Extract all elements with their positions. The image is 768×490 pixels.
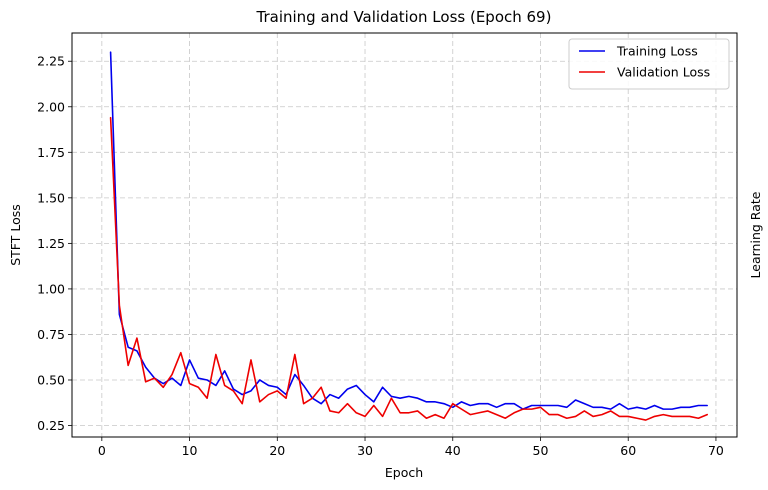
x-tick-label: 40 xyxy=(445,443,461,458)
x-tick-label: 10 xyxy=(182,443,198,458)
y-tick-label: 2.00 xyxy=(37,99,65,114)
y-tick-label: 1.00 xyxy=(37,281,65,296)
x-axis-ticks: 0 10 20 30 40 50 60 70 xyxy=(98,437,724,458)
x-tick-label: 70 xyxy=(708,443,724,458)
x-tick-label: 20 xyxy=(269,443,285,458)
y-tick-label: 1.25 xyxy=(37,236,65,251)
y-tick-label: 1.50 xyxy=(37,190,65,205)
y-axis-ticks: 0.25 0.50 0.75 1.00 1.25 1.50 1.75 2.00 2.25 xyxy=(37,54,72,433)
x-axis-label: Epoch xyxy=(385,465,423,480)
legend-box xyxy=(568,38,730,90)
y-tick-label: 2.25 xyxy=(37,54,65,69)
y-tick-label: 0.50 xyxy=(37,372,65,387)
legend-label-validation-loss: Validation Loss xyxy=(617,65,710,80)
y-tick-label: 1.75 xyxy=(37,145,65,160)
y-axis-label: STFT Loss xyxy=(8,204,23,266)
x-tick-label: 0 xyxy=(98,443,106,458)
series-lines xyxy=(109,51,708,421)
plot-frame xyxy=(71,32,738,438)
y-tick-label: 0.75 xyxy=(37,327,65,342)
series-line-validation-loss xyxy=(109,116,708,421)
legend: Training Loss Validation Loss xyxy=(568,38,730,90)
chart-title: Training and Validation Loss (Epoch 69) xyxy=(256,8,552,26)
y-tick-label: 0.25 xyxy=(37,418,65,433)
legend-label-training-loss: Training Loss xyxy=(616,44,698,59)
grid-lines xyxy=(72,33,737,437)
x-tick-label: 50 xyxy=(533,443,549,458)
y2-axis-label: Learning Rate xyxy=(748,191,763,278)
x-tick-label: 30 xyxy=(357,443,373,458)
series-line-training-loss xyxy=(109,51,708,410)
x-tick-label: 60 xyxy=(620,443,636,458)
